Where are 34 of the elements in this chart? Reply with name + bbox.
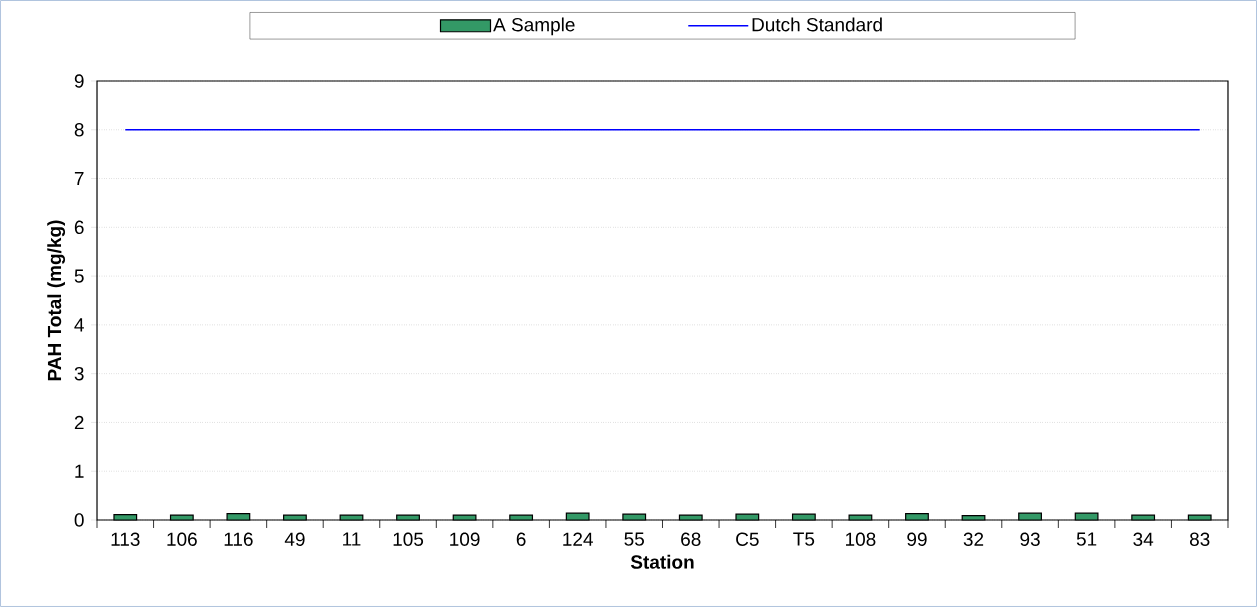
x-tick-label: 109 [450,532,480,546]
x-tick-label: 106 [167,532,197,546]
y-tick-label: 0 [74,513,84,527]
x-tick-label: 99 [907,532,927,546]
x-tick-label: 34 [1133,532,1154,546]
x-tick-label: 49 [284,532,305,546]
x-tick-label: 32 [963,532,984,546]
y-axis-title: PAH Total (mg/kg) [47,220,66,381]
y-tick-label: 5 [74,269,84,283]
legend-label: Dutch Standard [752,17,882,32]
y-tick-label: 3 [74,366,84,381]
x-tick-label: C5 [736,532,759,546]
y-tick-label: 9 [74,74,84,88]
x-tick-label: 6 [516,532,526,546]
x-tick-label: 116 [224,532,253,546]
y-tick-label: 6 [74,220,84,235]
x-tick-label: T5 [793,532,815,546]
x-tick-label: 11 [343,532,361,546]
x-tick-label: 113 [111,532,140,546]
y-tick-label: 2 [74,415,84,430]
y-tick-label: 1 [75,464,84,478]
x-tick-label: 124 [563,532,593,546]
y-tick-label: 8 [74,123,84,137]
x-axis-title: Station [630,554,694,569]
x-tick-label: 83 [1189,532,1210,546]
x-tick-label: 108 [846,532,876,546]
x-tick-label: 105 [393,532,424,546]
y-tick-label: 7 [74,172,84,186]
y-tick-label: 4 [74,318,84,332]
x-tick-label: 51 [1076,532,1097,546]
x-tick-label: 68 [681,532,701,546]
x-tick-label: 55 [624,532,644,546]
legend-label: A Sample [493,17,575,36]
x-tick-label: 93 [1020,532,1040,546]
